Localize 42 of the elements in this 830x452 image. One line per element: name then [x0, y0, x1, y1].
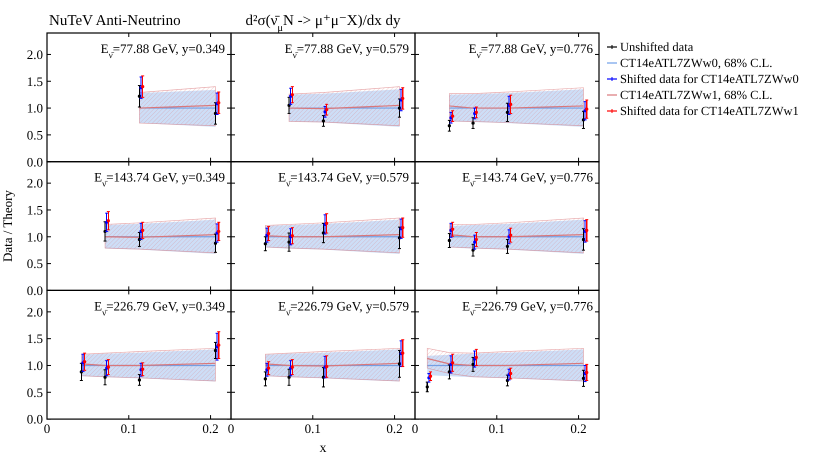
y-tick-label: 2.0	[26, 304, 43, 320]
annotation: E$_{ν̄}$=226.79 GeV, y=0.349	[94, 298, 225, 318]
y-tick-label: 1.5	[26, 331, 43, 346]
x-tick-label: 0.2	[570, 421, 587, 436]
annotation: E$_{ν̄}$=143.74 GeV, y=0.776	[462, 170, 594, 189]
annotation: E$_{ν̄}$=143.74 GeV, y=0.349	[94, 170, 225, 189]
y-axis-title: Data / Theory	[0, 190, 15, 262]
legend-label: CT14eATL7ZWw0, 68% C.L.	[620, 56, 772, 70]
legend-label: Shifted data for CT14eATL7ZWw1	[620, 104, 799, 118]
x-tick-label: 0.2	[386, 421, 403, 436]
annotation: E$_{ν̄}$=77.88 GeV, y=0.776	[468, 41, 594, 60]
annotation: E$_{ν̄}$=143.74 GeV, y=0.579	[278, 170, 409, 189]
y-tick-label: 0.0	[26, 412, 43, 427]
y-tick-label: 2.0	[26, 176, 43, 191]
y-tick-label: 1.5	[26, 202, 43, 218]
y-tick-label: 1.0	[26, 100, 43, 116]
x-tick-label: 0	[412, 421, 418, 436]
x-tick-label: 0.1	[488, 421, 505, 436]
legend-label: Unshifted data	[620, 40, 694, 54]
y-tick-label: 0.5	[26, 127, 43, 142]
annotation: E$_{ν̄}$=77.88 GeV, y=0.579	[284, 41, 409, 60]
y-tick-label: 0.5	[26, 256, 43, 272]
y-tick-label: 1.5	[26, 74, 43, 89]
y-tick-label: 0.5	[26, 384, 43, 400]
x-tick-label: 0	[228, 421, 234, 436]
x-tick-label: 0.1	[120, 421, 137, 436]
x-axis-title: x	[320, 441, 326, 452]
chart-title: NuTeV Anti-Neutrino	[49, 13, 181, 29]
y-tick-label: 1.0	[26, 229, 43, 244]
x-tick-label: 0.2	[202, 421, 219, 436]
y-tick-label: 0.0	[26, 282, 43, 298]
y-tick-label: 2.0	[26, 47, 43, 62]
annotation: E$_{ν̄}$=226.79 GeV, y=0.776	[462, 298, 594, 318]
x-tick-label: 0.1	[304, 421, 321, 436]
chart-title: d²σ(ν̄$_{μ}$N -> μ⁺μ⁻X)/dx dy	[246, 13, 401, 34]
y-tick-label: 0.0	[26, 154, 43, 170]
x-tick-label: 0	[44, 421, 50, 436]
legend-label: CT14eATL7ZWw1, 68% C.L.	[620, 88, 772, 102]
annotation: E$_{ν̄}$=226.79 GeV, y=0.579	[278, 298, 409, 318]
y-tick-label: 1.0	[26, 358, 43, 374]
annotation: E$_{ν̄}$=77.88 GeV, y=0.349	[100, 41, 225, 60]
legend-label: Shifted data for CT14eATL7ZWw0	[620, 72, 799, 86]
